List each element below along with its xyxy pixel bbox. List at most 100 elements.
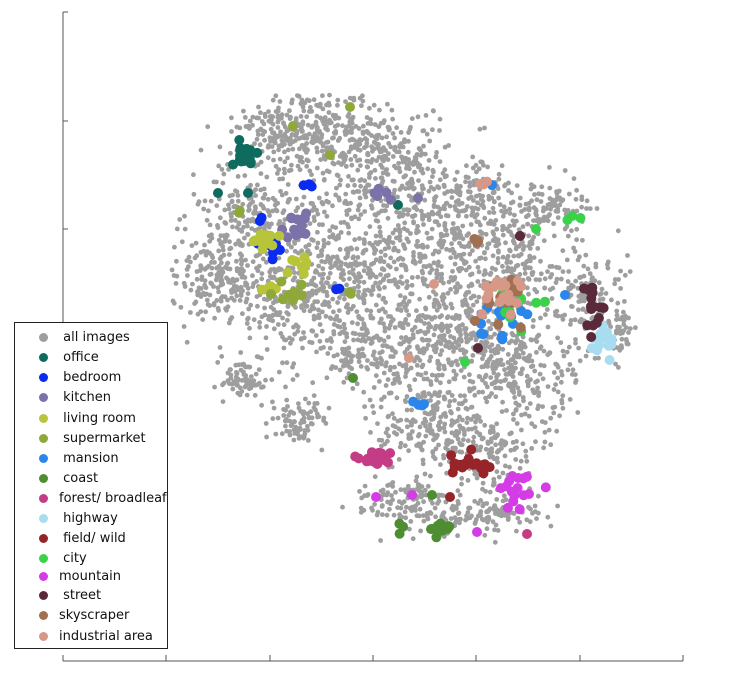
all-images-point <box>508 447 514 453</box>
all-images-point <box>555 335 560 341</box>
all-images-point <box>417 444 423 450</box>
all-images-point <box>301 194 307 200</box>
all-images-point <box>255 303 260 309</box>
all-images-point <box>455 233 461 239</box>
all-images-point <box>244 321 250 326</box>
all-images-point <box>343 132 348 137</box>
all-images-point <box>485 384 490 390</box>
all-images-point <box>205 124 211 130</box>
all-images-point <box>415 329 421 335</box>
all-images-point <box>346 345 352 351</box>
all-images-point <box>456 209 462 215</box>
all-images-point <box>510 357 516 363</box>
all-images-point <box>371 410 377 416</box>
office-point <box>393 200 403 210</box>
all-images-point <box>367 240 373 246</box>
all-images-point <box>292 241 298 246</box>
all-images-point <box>270 208 275 214</box>
all-images-point <box>431 454 436 459</box>
all-images-point <box>207 292 213 298</box>
all-images-point <box>397 380 403 385</box>
all-images-point <box>397 233 403 239</box>
all-images-point <box>209 235 215 241</box>
all-images-point <box>426 188 432 194</box>
all-images-point <box>446 143 451 148</box>
all-images-point <box>378 336 384 342</box>
all-images-point <box>434 377 439 383</box>
all-images-point <box>309 108 315 114</box>
all-images-point <box>388 255 394 261</box>
all-images-point <box>571 176 577 182</box>
all-images-point <box>559 313 565 319</box>
all-images-point <box>191 172 196 178</box>
all-images-point <box>241 108 246 114</box>
legend-item-city: city <box>15 549 167 569</box>
living-room-point <box>255 229 266 240</box>
legend-label: kitchen <box>59 390 111 405</box>
all-images-point <box>243 124 249 129</box>
all-images-point <box>415 371 421 377</box>
all-images-point <box>381 259 387 265</box>
all-images-point <box>457 414 462 420</box>
all-images-point <box>555 364 561 370</box>
all-images-point <box>276 147 281 153</box>
all-images-point <box>314 149 320 155</box>
all-images-point <box>555 503 560 509</box>
all-images-point <box>273 163 279 169</box>
all-images-point <box>477 256 482 261</box>
industrial-area-point <box>498 292 509 303</box>
all-images-point <box>407 126 413 132</box>
all-images-point <box>531 318 536 323</box>
all-images-point <box>483 339 489 345</box>
all-images-point <box>253 371 259 377</box>
all-images-point <box>259 402 264 408</box>
all-images-point <box>615 228 621 234</box>
all-images-point <box>469 308 474 314</box>
all-images-point <box>451 335 457 341</box>
all-images-point <box>229 290 235 295</box>
all-images-point <box>256 367 262 372</box>
all-images-point <box>250 114 256 120</box>
all-images-point <box>250 284 256 290</box>
all-images-point <box>441 455 447 461</box>
all-images-point <box>313 333 319 338</box>
all-images-point <box>441 182 447 188</box>
all-images-point <box>342 339 348 345</box>
legend-label: coast <box>59 471 99 486</box>
all-images-point <box>469 205 475 211</box>
all-images-point <box>480 231 485 236</box>
all-images-point <box>375 218 381 224</box>
all-images-point <box>264 347 270 352</box>
all-images-point <box>380 277 386 283</box>
all-images-point <box>543 312 548 317</box>
all-images-point <box>460 426 466 431</box>
all-images-point <box>550 203 556 209</box>
all-images-point <box>410 536 416 542</box>
all-images-point <box>437 116 443 122</box>
all-images-point <box>377 379 382 384</box>
all-images-point <box>198 147 204 153</box>
all-images-point <box>459 476 465 481</box>
all-images-point <box>473 517 479 522</box>
all-images-point <box>400 325 406 331</box>
all-images-point <box>590 275 595 280</box>
all-images-point <box>373 176 378 181</box>
all-images-point <box>361 241 367 247</box>
all-images-point <box>386 245 392 251</box>
all-images-point <box>371 349 377 355</box>
all-images-point <box>387 482 393 488</box>
all-images-point <box>415 346 421 351</box>
all-images-point <box>347 137 353 143</box>
all-images-point <box>539 192 545 197</box>
all-images-point <box>358 509 364 515</box>
all-images-point <box>398 308 404 313</box>
all-images-point <box>547 165 552 170</box>
legend-label: mountain <box>59 569 122 584</box>
all-images-point <box>325 351 331 356</box>
all-images-point <box>615 300 621 306</box>
all-images-point <box>415 114 421 120</box>
all-images-point <box>458 393 463 399</box>
all-images-point <box>470 302 476 308</box>
all-images-point <box>410 335 416 341</box>
city-point <box>540 296 550 307</box>
